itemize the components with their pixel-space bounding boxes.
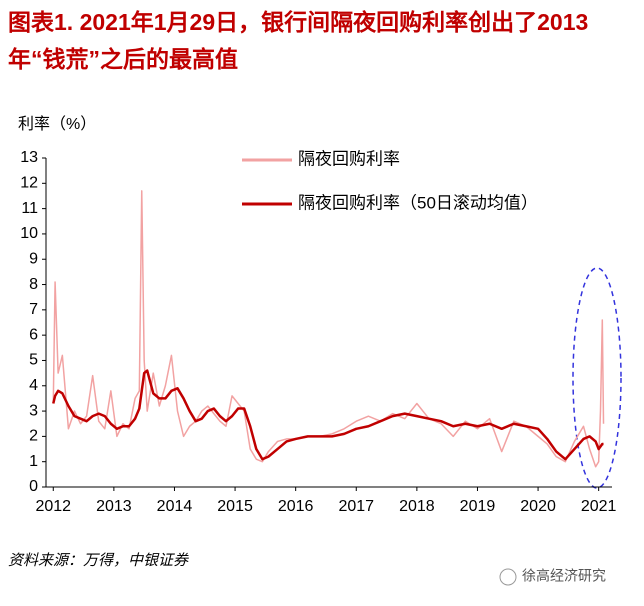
y-tick-label: 11 <box>21 200 38 217</box>
x-tick-label: 2015 <box>217 498 253 515</box>
x-tick-label: 2014 <box>157 498 193 515</box>
y-tick-label: 7 <box>29 301 38 318</box>
x-tick-label: 2018 <box>399 498 435 515</box>
chart-title: 图表1. 2021年1月29日，银行间隔夜回购利率创出了2013年“钱荒”之后的… <box>8 9 589 72</box>
highlight-ellipse <box>572 267 622 489</box>
x-tick-label: 2021 <box>581 498 617 515</box>
line-series <box>52 369 604 461</box>
y-tick-label: 0 <box>29 478 38 495</box>
y-tick-label: 5 <box>29 352 38 369</box>
x-tick-label: 2012 <box>35 498 71 515</box>
y-axis-label: 利率（%） <box>18 115 96 133</box>
y-tick-label: 4 <box>29 377 38 394</box>
y-tick-label: 9 <box>29 250 38 267</box>
x-tick-label: 2019 <box>460 498 496 515</box>
legend-label: 隔夜回购利率 <box>298 149 400 168</box>
x-tick-label: 2017 <box>338 498 374 515</box>
x-tick-label: 2013 <box>96 498 132 515</box>
x-tick-label: 2020 <box>520 498 556 515</box>
y-tick-label: 13 <box>20 149 38 166</box>
y-tick-label: 8 <box>29 276 38 293</box>
y-tick-label: 6 <box>29 326 38 343</box>
y-tick-label: 10 <box>20 225 38 242</box>
y-tick-label: 1 <box>29 453 38 470</box>
y-tick-label: 3 <box>29 402 38 419</box>
legend-label: 隔夜回购利率（50日滚动均值） <box>298 193 538 212</box>
y-tick-label: 12 <box>20 175 38 192</box>
x-tick-label: 2016 <box>278 498 314 515</box>
watermark-icon <box>499 568 517 586</box>
source: 资料来源：万得，中银证券 <box>8 552 189 569</box>
y-tick-label: 2 <box>29 428 38 445</box>
watermark: 徐高经济研究 <box>522 568 606 584</box>
